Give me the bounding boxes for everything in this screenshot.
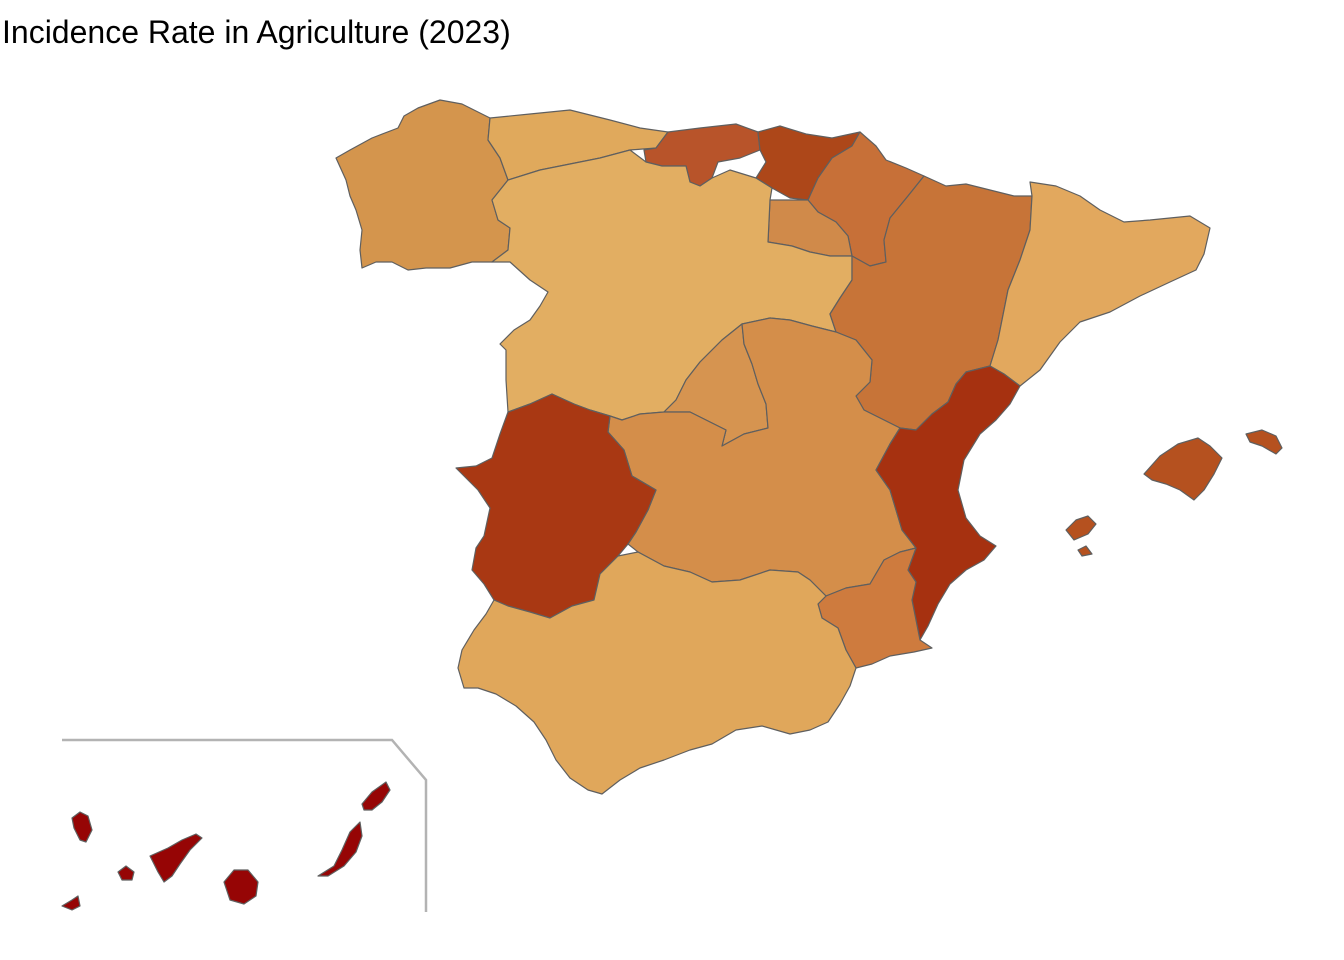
region-comunidad-valenciana[interactable] [875,365,1021,641]
region-baleares-mallorca[interactable] [1143,437,1223,501]
region-andalucia[interactable] [457,551,857,795]
region-cataluna[interactable] [989,181,1211,387]
region-canarias-el-hierro[interactable] [61,895,81,911]
map-title: Incidence Rate in Agriculture (2023) [2,14,511,50]
region-canarias-fuerteventura[interactable] [317,821,363,877]
canarias-inset-frame [62,738,428,912]
region-canarias-lanzarote[interactable] [361,781,391,811]
region-galicia[interactable] [335,99,511,271]
region-canarias-tenerife[interactable] [149,833,203,883]
region-baleares-formentera[interactable] [1077,545,1093,557]
region-canarias-la-gomera[interactable] [117,865,135,881]
region-baleares-menorca[interactable] [1245,429,1283,455]
region-baleares-ibiza[interactable] [1065,515,1097,541]
region-canarias-la-palma[interactable] [71,811,93,843]
region-canarias-gran-canaria[interactable] [223,869,259,905]
